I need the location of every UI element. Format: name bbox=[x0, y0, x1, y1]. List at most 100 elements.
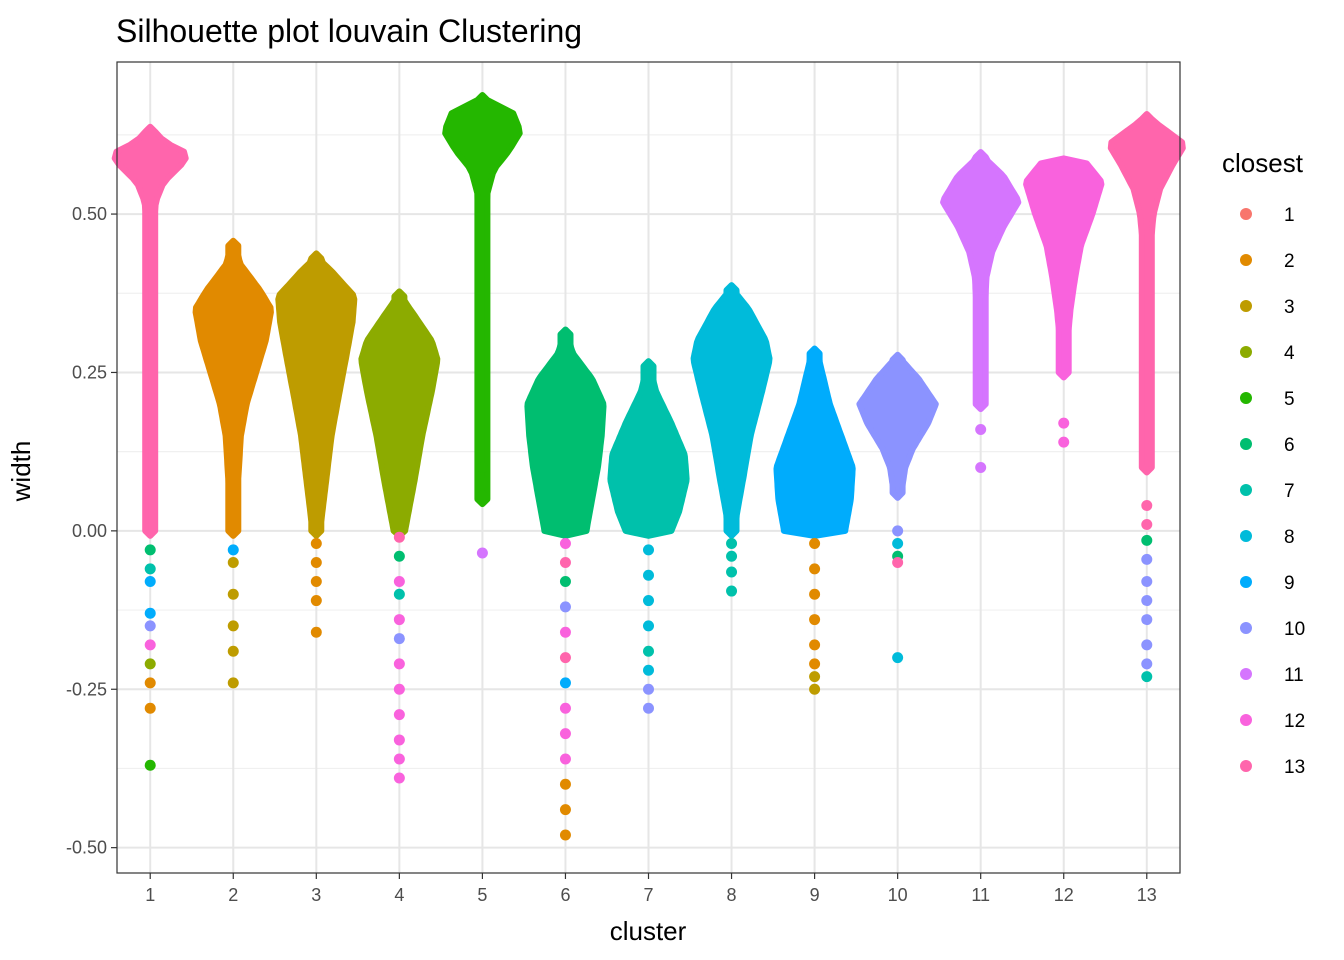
legend-key-8 bbox=[1240, 530, 1252, 542]
legend-label-2: 2 bbox=[1284, 251, 1295, 272]
cluster-6-point bbox=[559, 538, 571, 550]
cluster-9-group bbox=[773, 345, 856, 695]
cluster-4-point bbox=[393, 576, 405, 588]
cluster-7-point bbox=[643, 645, 654, 657]
cluster-13-point bbox=[1141, 595, 1153, 607]
legend-key-11 bbox=[1240, 668, 1252, 680]
cluster-1-point bbox=[144, 639, 156, 651]
cluster-12-group bbox=[1023, 155, 1105, 448]
cluster-6-point bbox=[559, 702, 571, 714]
legend-label-6: 6 bbox=[1284, 435, 1295, 456]
x-tick-label: 5 bbox=[477, 885, 487, 905]
cluster-3-point bbox=[310, 557, 322, 569]
x-tick-label: 8 bbox=[727, 885, 737, 905]
cluster-10-point bbox=[892, 538, 904, 550]
x-tick-label: 9 bbox=[810, 885, 820, 905]
cluster-5-point bbox=[476, 462, 488, 473]
cluster-8-point bbox=[726, 538, 738, 550]
cluster-4-point bbox=[393, 709, 405, 721]
cluster-4-point bbox=[393, 588, 405, 600]
legend-key-4 bbox=[1240, 346, 1252, 358]
cluster-4-point bbox=[393, 683, 405, 695]
legend-key-2 bbox=[1240, 254, 1252, 266]
cluster-9-point bbox=[809, 671, 821, 683]
cluster-2-group bbox=[192, 237, 274, 689]
cluster-10-point bbox=[892, 557, 904, 569]
y-tick-label: 0.50 bbox=[72, 204, 107, 224]
cluster-7-point bbox=[643, 620, 654, 632]
legend-title: closest bbox=[1222, 148, 1304, 178]
cluster-7-point bbox=[643, 683, 654, 695]
cluster-6-point bbox=[559, 576, 571, 588]
cluster-3-point bbox=[310, 576, 322, 588]
cluster-11-density bbox=[940, 149, 1022, 413]
cluster-10-density bbox=[856, 351, 939, 501]
cluster-1-point bbox=[144, 576, 156, 588]
cluster-6-point bbox=[559, 804, 571, 816]
cluster-3-density bbox=[275, 250, 358, 539]
cluster-13-point bbox=[1141, 519, 1153, 531]
cluster-4-point bbox=[393, 658, 405, 670]
legend-key-7 bbox=[1240, 484, 1252, 496]
legend-label-11: 11 bbox=[1284, 665, 1304, 686]
cluster-1-point bbox=[144, 702, 156, 714]
legend-label-5: 5 bbox=[1284, 389, 1295, 410]
legend-label-3: 3 bbox=[1284, 297, 1295, 318]
legend-key-1 bbox=[1240, 208, 1252, 220]
cluster-6-point bbox=[559, 728, 571, 740]
cluster-13-point bbox=[1141, 576, 1153, 588]
cluster-4-point bbox=[393, 550, 405, 562]
cluster-13-point bbox=[1141, 553, 1153, 565]
x-tick-label: 10 bbox=[888, 885, 908, 905]
cluster-7-point bbox=[643, 702, 654, 714]
legend-key-3 bbox=[1240, 300, 1252, 312]
cluster-11-group bbox=[940, 149, 1022, 473]
cluster-5-point bbox=[476, 477, 488, 489]
cluster-4-point bbox=[393, 772, 405, 784]
cluster-8-group bbox=[690, 282, 773, 597]
x-tick-label: 11 bbox=[971, 885, 990, 905]
cluster-5-point bbox=[476, 547, 488, 559]
cluster-11-point bbox=[975, 423, 987, 435]
x-tick-label: 1 bbox=[145, 885, 155, 905]
cluster-6-point bbox=[559, 677, 571, 689]
data-points bbox=[111, 92, 1186, 841]
cluster-10-group bbox=[856, 351, 939, 664]
legend-label-13: 13 bbox=[1284, 757, 1305, 778]
x-tick-label: 4 bbox=[394, 885, 404, 905]
cluster-13-point bbox=[1141, 614, 1153, 626]
cluster-13-density bbox=[1107, 111, 1186, 476]
cluster-6-point bbox=[559, 626, 571, 638]
cluster-7-point bbox=[643, 595, 654, 607]
legend-label-10: 10 bbox=[1284, 619, 1305, 640]
cluster-13-group bbox=[1107, 111, 1186, 683]
x-tick-label: 7 bbox=[643, 885, 653, 905]
cluster-13-point bbox=[1141, 658, 1153, 670]
cluster-12-density bbox=[1023, 155, 1105, 381]
cluster-1-point bbox=[144, 759, 156, 771]
cluster-9-point bbox=[809, 658, 821, 670]
cluster-6-point bbox=[559, 601, 571, 613]
cluster-12-point bbox=[1058, 417, 1070, 429]
x-axis: 1 2 3 4 5 6 7 8 9 10 11 12 13 bbox=[145, 873, 1157, 905]
cluster-8-point bbox=[726, 585, 738, 597]
legend-key-6 bbox=[1240, 438, 1252, 450]
cluster-4-point bbox=[393, 633, 405, 645]
cluster-9-density bbox=[773, 345, 856, 539]
cluster-13-point bbox=[1141, 500, 1153, 512]
cluster-3-point bbox=[310, 626, 322, 638]
y-tick-label: 0.00 bbox=[72, 521, 107, 541]
legend-key-5 bbox=[1240, 392, 1252, 404]
y-tick-label: -0.50 bbox=[66, 838, 107, 858]
cluster-6-point bbox=[559, 829, 571, 841]
cluster-4-point bbox=[393, 614, 405, 626]
cluster-3-point bbox=[310, 538, 322, 550]
legend-label-4: 4 bbox=[1284, 343, 1295, 364]
cluster-9-point bbox=[809, 563, 821, 575]
legend-label-8: 8 bbox=[1284, 527, 1295, 548]
cluster-6-group bbox=[524, 326, 607, 841]
legend-key-13 bbox=[1240, 760, 1252, 772]
cluster-2-point bbox=[227, 620, 239, 632]
legend-key-9 bbox=[1240, 576, 1252, 588]
legend-label-12: 12 bbox=[1284, 711, 1305, 732]
